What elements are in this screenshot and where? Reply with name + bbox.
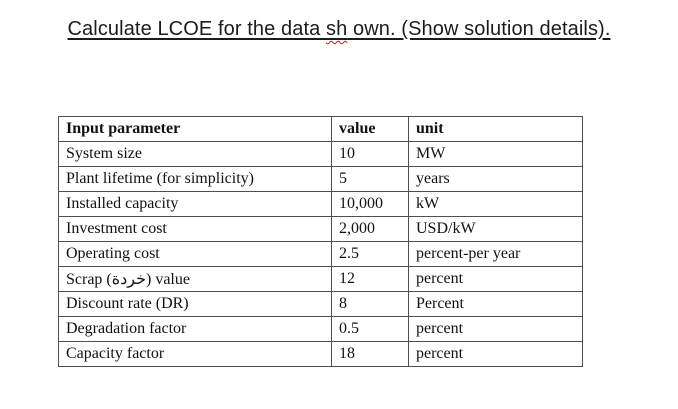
header-value: value	[331, 116, 409, 142]
unit-cell: percent	[408, 341, 583, 367]
page-title: Calculate LCOE for the data sh own. (Sho…	[0, 18, 678, 41]
unit-cell: Percent	[408, 291, 583, 317]
unit-cell: MW	[408, 141, 583, 167]
table-row: Capacity factor 18 percent	[58, 341, 583, 367]
unit-cell: kW	[408, 191, 583, 217]
value-cell: 8	[331, 291, 409, 317]
table-row: Degradation factor 0.5 percent	[58, 316, 583, 342]
unit-cell: percent	[408, 266, 583, 292]
table-row: Discount rate (DR) 8 Percent	[58, 291, 583, 317]
parameter-cell: System size	[58, 141, 332, 167]
parameter-cell: Discount rate (DR)	[58, 291, 332, 317]
table-header-row: Input parameter value unit	[58, 116, 583, 142]
table-row: Scrap (خردة) value 12 percent	[58, 266, 583, 292]
title-prefix: Calculate LCOE for the data	[67, 18, 327, 40]
document-title: Calculate LCOE for the data sh own. (Sho…	[68, 18, 611, 41]
table-row: Plant lifetime (for simplicity) 5 years	[58, 166, 583, 192]
value-cell: 2,000	[331, 216, 409, 242]
value-cell: 2.5	[331, 241, 409, 267]
title-misspelled-word: sh	[326, 18, 348, 40]
parameter-cell: Plant lifetime (for simplicity)	[58, 166, 332, 192]
value-cell: 10,000	[331, 191, 409, 217]
table-row: Installed capacity 10,000 kW	[58, 191, 583, 217]
parameter-cell: Investment cost	[58, 216, 332, 242]
parameter-cell: Installed capacity	[58, 191, 332, 217]
header-unit: unit	[408, 116, 583, 142]
value-cell: 5	[331, 166, 409, 192]
unit-cell: USD/kW	[408, 216, 583, 242]
unit-cell: percent-per year	[408, 241, 583, 267]
value-cell: 10	[331, 141, 409, 167]
unit-cell: percent	[408, 316, 583, 342]
unit-cell: years	[408, 166, 583, 192]
table-row: System size 10 MW	[58, 141, 583, 167]
value-cell: 18	[331, 341, 409, 367]
table-row: Operating cost 2.5 percent-per year	[58, 241, 583, 267]
value-cell: 0.5	[331, 316, 409, 342]
input-parameters-table: Input parameter value unit System size 1…	[58, 116, 583, 367]
parameter-cell: Scrap (خردة) value	[58, 266, 332, 292]
parameter-cell: Capacity factor	[58, 341, 332, 367]
title-suffix: own. (Show solution details).	[347, 18, 611, 40]
parameter-cell: Degradation factor	[58, 316, 332, 342]
parameter-cell: Operating cost	[58, 241, 332, 267]
value-cell: 12	[331, 266, 409, 292]
header-input-parameter: Input parameter	[58, 116, 332, 142]
table-row: Investment cost 2,000 USD/kW	[58, 216, 583, 242]
